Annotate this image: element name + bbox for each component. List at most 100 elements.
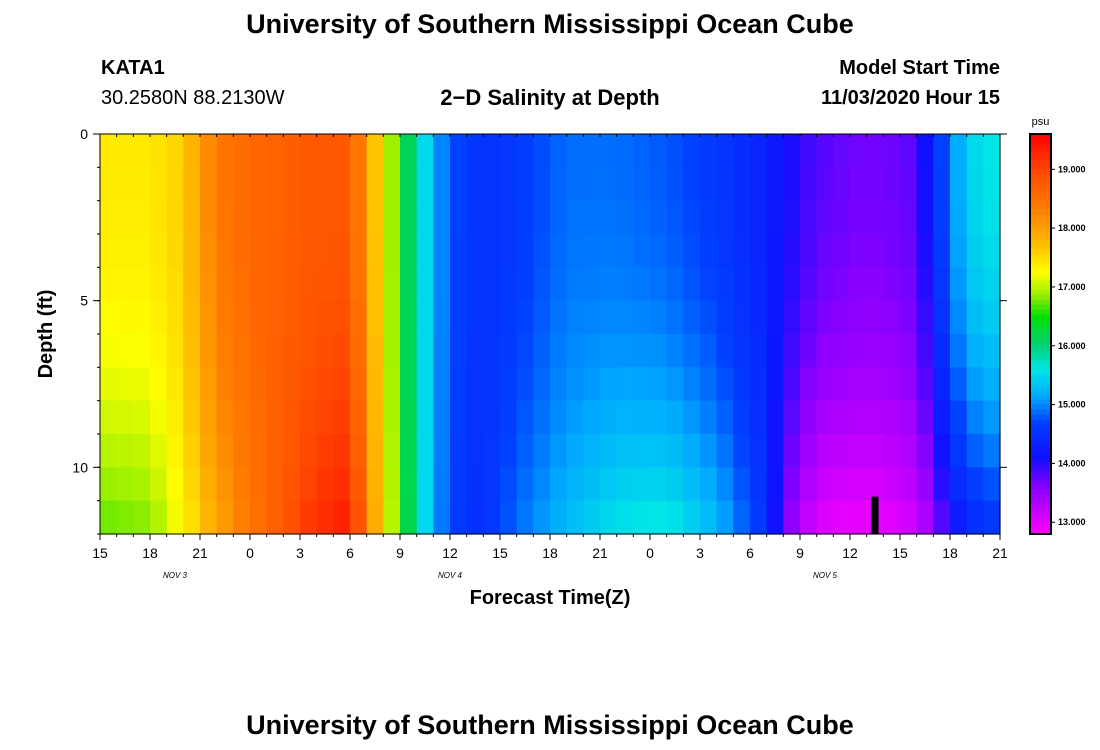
heatmap-cell bbox=[116, 400, 134, 435]
colorbar-segment bbox=[1030, 289, 1051, 295]
heatmap-cell bbox=[750, 500, 768, 535]
heatmap-cell bbox=[500, 300, 518, 335]
colorbar-segment bbox=[1030, 159, 1051, 165]
colorbar-segment bbox=[1030, 299, 1051, 305]
colorbar-segment bbox=[1030, 444, 1051, 450]
heatmap-cell bbox=[850, 200, 868, 235]
heatmap-cell bbox=[433, 334, 451, 368]
heatmap-cell bbox=[500, 367, 518, 402]
heatmap-cell bbox=[833, 200, 851, 235]
heatmap-cell bbox=[650, 200, 668, 235]
heatmap-cell bbox=[500, 434, 518, 468]
x-tick-label: 18 bbox=[542, 545, 558, 561]
heatmap-cell bbox=[350, 300, 368, 335]
heatmap-cell bbox=[766, 500, 784, 535]
heatmap-cell bbox=[550, 300, 568, 335]
heatmap-cell bbox=[966, 467, 984, 502]
heatmap-cell bbox=[250, 334, 268, 368]
heatmap-cell bbox=[400, 334, 418, 368]
heatmap-cell bbox=[600, 267, 618, 302]
heatmap-cell bbox=[383, 300, 401, 335]
heatmap-cell bbox=[966, 167, 984, 202]
heatmap-cell bbox=[366, 300, 384, 335]
heatmap-cell bbox=[766, 400, 784, 435]
x-tick-label: 0 bbox=[246, 545, 254, 561]
heatmap-cell bbox=[916, 500, 934, 535]
colorbar-segment bbox=[1030, 384, 1051, 390]
x-tick-label: 15 bbox=[492, 545, 508, 561]
heatmap-cell bbox=[983, 134, 1001, 168]
heatmap-cell bbox=[383, 134, 401, 168]
heatmap-cell bbox=[733, 267, 751, 302]
heatmap-cell bbox=[933, 400, 951, 435]
heatmap-cell bbox=[300, 367, 318, 402]
heatmap-cell bbox=[550, 167, 568, 202]
x-tick-label: 9 bbox=[396, 545, 404, 561]
heatmap-cell bbox=[650, 334, 668, 368]
heatmap-cell bbox=[266, 334, 284, 368]
heatmap-cell bbox=[233, 300, 251, 335]
heatmap-cell bbox=[550, 267, 568, 302]
heatmap-cell bbox=[100, 367, 118, 402]
colorbar-segment bbox=[1030, 394, 1051, 400]
heatmap-cell bbox=[716, 334, 734, 368]
heatmap-cell bbox=[750, 334, 768, 368]
heatmap-cell bbox=[266, 267, 284, 302]
heatmap-cell bbox=[250, 234, 268, 268]
heatmap-cell bbox=[766, 267, 784, 302]
x-tick-label: 21 bbox=[192, 545, 208, 561]
heatmap-cell bbox=[500, 134, 518, 168]
heatmap-cell bbox=[366, 134, 384, 168]
heatmap-cell bbox=[416, 467, 434, 502]
heatmap-cell bbox=[316, 367, 334, 402]
heatmap-cell bbox=[783, 267, 801, 302]
footer-title: University of Southern Mississippi Ocean… bbox=[246, 710, 854, 740]
heatmap-cell bbox=[300, 234, 318, 268]
heatmap-cell bbox=[533, 167, 551, 202]
heatmap-cell bbox=[716, 434, 734, 468]
heatmap-cell bbox=[533, 267, 551, 302]
heatmap-cell bbox=[333, 200, 351, 235]
heatmap-cell bbox=[516, 467, 534, 502]
heatmap-cell bbox=[183, 234, 201, 268]
heatmap-cell bbox=[100, 234, 118, 268]
heatmap-cell bbox=[750, 200, 768, 235]
heatmap-cell bbox=[933, 367, 951, 402]
heatmap-cell bbox=[583, 467, 601, 502]
heatmap-cell bbox=[383, 400, 401, 435]
heatmap-cell bbox=[466, 200, 484, 235]
heatmap-cell bbox=[983, 467, 1001, 502]
heatmap-cell bbox=[266, 467, 284, 502]
heatmap-cell bbox=[833, 467, 851, 502]
heatmap-cell bbox=[466, 234, 484, 268]
heatmap-cell bbox=[500, 167, 518, 202]
heatmap-cell bbox=[183, 500, 201, 535]
heatmap-cell bbox=[150, 334, 168, 368]
y-axis: 0 5 10 bbox=[72, 126, 1007, 535]
colorbar-segment bbox=[1030, 139, 1051, 145]
heatmap-cell bbox=[766, 167, 784, 202]
heatmap-cell bbox=[616, 367, 634, 402]
heatmap-cell bbox=[100, 400, 118, 435]
colorbar-label: 19.000 bbox=[1058, 164, 1086, 174]
heatmap-cell bbox=[933, 500, 951, 535]
heatmap-cell bbox=[250, 367, 268, 402]
heatmap-cell bbox=[850, 267, 868, 302]
heatmap-cell bbox=[983, 200, 1001, 235]
heatmap-cell bbox=[350, 167, 368, 202]
heatmap-cell bbox=[250, 200, 268, 235]
heatmap-cell bbox=[283, 234, 301, 268]
heatmap-cell bbox=[683, 234, 701, 268]
heatmap-cell bbox=[133, 134, 151, 168]
heatmap-cell bbox=[366, 200, 384, 235]
heatmap-cell bbox=[716, 367, 734, 402]
heatmap-cell bbox=[716, 300, 734, 335]
heatmap-cell bbox=[866, 200, 884, 235]
heatmap-cell bbox=[866, 134, 884, 168]
heatmap-cell bbox=[283, 367, 301, 402]
colorbar-segment bbox=[1030, 274, 1051, 280]
heatmap-cell bbox=[916, 367, 934, 402]
heatmap-cell bbox=[633, 334, 651, 368]
heatmap-cell bbox=[533, 300, 551, 335]
x-tick-label: 15 bbox=[92, 545, 108, 561]
